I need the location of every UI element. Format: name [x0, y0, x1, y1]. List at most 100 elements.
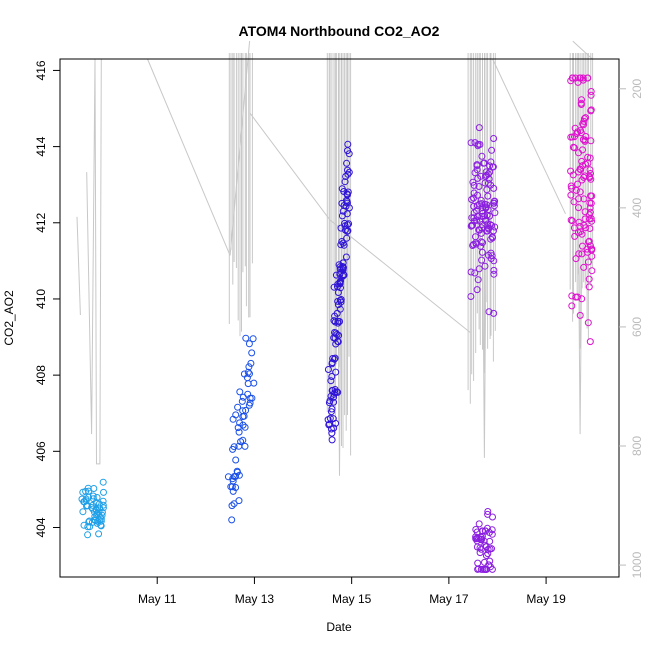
data-point-2-21 [327, 425, 335, 433]
data-point-5-44 [579, 146, 586, 154]
data-point-1-18 [232, 472, 240, 480]
data-point-5-100 [573, 130, 581, 137]
data-point-2-60 [334, 301, 342, 309]
data-point-1-53 [249, 335, 257, 343]
data-point-5-110 [587, 170, 594, 177]
data-point-3-110 [473, 202, 481, 210]
data-point-2-102 [343, 227, 351, 235]
data-point-5-104 [570, 224, 578, 232]
data-point-3-47 [475, 183, 483, 190]
data-point-0-49 [84, 531, 92, 539]
data-point-5-66 [569, 171, 577, 179]
data-point-2-3 [324, 366, 332, 373]
data-point-1-50 [248, 349, 256, 357]
data-point-4-14 [488, 565, 496, 573]
y2-tick-label-2: 600 [630, 317, 644, 337]
data-point-3-115 [481, 179, 489, 187]
data-point-5-1 [584, 319, 592, 327]
data-point-3-89 [468, 196, 476, 203]
data-point-1-27 [236, 388, 244, 396]
data-point-1-51 [248, 394, 256, 402]
data-point-2-78 [339, 259, 347, 267]
data-point-2-10 [327, 408, 335, 416]
data-point-3-107 [469, 178, 477, 186]
data-point-4-39 [476, 544, 484, 552]
data-point-5-23 [568, 302, 576, 310]
data-point-5-82 [576, 165, 584, 173]
data-point-2-105 [341, 178, 349, 186]
data-point-5-17 [575, 204, 582, 212]
data-point-1-39 [242, 334, 250, 342]
data-point-2-111 [343, 159, 351, 167]
data-point-4-15 [476, 549, 484, 557]
data-point-3-0 [467, 268, 475, 276]
data-point-2-31 [330, 355, 338, 363]
y2-tick-label-1: 400 [630, 198, 644, 218]
data-point-5-94 [567, 77, 575, 85]
data-point-5-80 [580, 195, 588, 203]
data-point-3-76 [478, 248, 486, 256]
data-point-5-42 [578, 96, 585, 104]
data-point-5-45 [582, 133, 590, 140]
data-point-5-96 [585, 215, 593, 223]
data-point-5-75 [587, 192, 595, 200]
x-tick-label-2: May 15 [332, 592, 372, 606]
x-tick-label-0: May 11 [138, 592, 177, 606]
data-point-3-114 [482, 168, 490, 176]
data-point-2-96 [340, 271, 348, 278]
data-point-4-32 [488, 530, 496, 538]
data-point-3-106 [482, 203, 490, 211]
data-point-0-51 [93, 519, 101, 527]
data-point-2-27 [332, 368, 340, 376]
plot-frame [59, 58, 620, 578]
data-point-5-99 [586, 208, 594, 216]
y-tick-label-2: 408 [34, 365, 48, 385]
data-point-2-108 [344, 166, 351, 174]
data-point-5-86 [577, 99, 585, 107]
y2-tick-label-0: 200 [630, 78, 644, 98]
data-point-2-94 [342, 253, 350, 261]
line-segment-4 [249, 112, 331, 221]
data-point-1-54 [250, 379, 258, 387]
data-point-3-86 [474, 191, 481, 199]
data-point-4-18 [486, 557, 494, 565]
data-point-4-45 [488, 545, 495, 553]
data-point-2-41 [331, 354, 339, 362]
data-point-2-12 [327, 377, 335, 385]
y-tick-label-5: 414 [34, 136, 48, 156]
data-point-5-8 [580, 221, 588, 229]
data-point-5-32 [585, 237, 593, 245]
line-segment-0 [76, 216, 81, 316]
data-point-0-47 [97, 521, 105, 529]
data-point-1-46 [245, 340, 253, 348]
data-point-5-97 [587, 91, 595, 99]
data-point-4-50 [483, 524, 491, 532]
data-point-3-25 [478, 152, 486, 160]
data-point-0-37 [89, 505, 97, 513]
data-point-2-40 [333, 388, 341, 396]
data-point-3-45 [469, 242, 477, 249]
data-point-5-37 [585, 283, 593, 291]
data-point-3-18 [477, 196, 485, 204]
data-point-1-21 [235, 497, 243, 505]
data-point-5-107 [567, 191, 575, 199]
y-tick-label-0: 404 [34, 517, 48, 537]
data-point-3-72 [478, 256, 486, 264]
data-point-5-116 [587, 137, 595, 145]
data-point-2-54 [336, 305, 344, 313]
data-point-5-114 [572, 255, 580, 263]
data-point-1-20 [235, 471, 243, 479]
x-axis: May 11 May 13 May 15 May 17 May 19 [138, 577, 566, 606]
data-point-5-117 [578, 230, 586, 238]
y2-axis: 200 400 600 800 1000 [619, 78, 644, 578]
data-point-0-44 [88, 504, 96, 511]
line-segment-5 [329, 219, 472, 334]
data-point-3-119 [486, 168, 494, 176]
data-point-3-46 [471, 169, 479, 177]
line-dip-2 [578, 267, 583, 435]
data-point-2-13 [330, 398, 338, 406]
data-point-2-74 [336, 277, 344, 285]
data-point-2-80 [338, 238, 346, 245]
data-point-4-25 [477, 565, 485, 573]
x-tick-label-4: May 19 [526, 592, 566, 606]
